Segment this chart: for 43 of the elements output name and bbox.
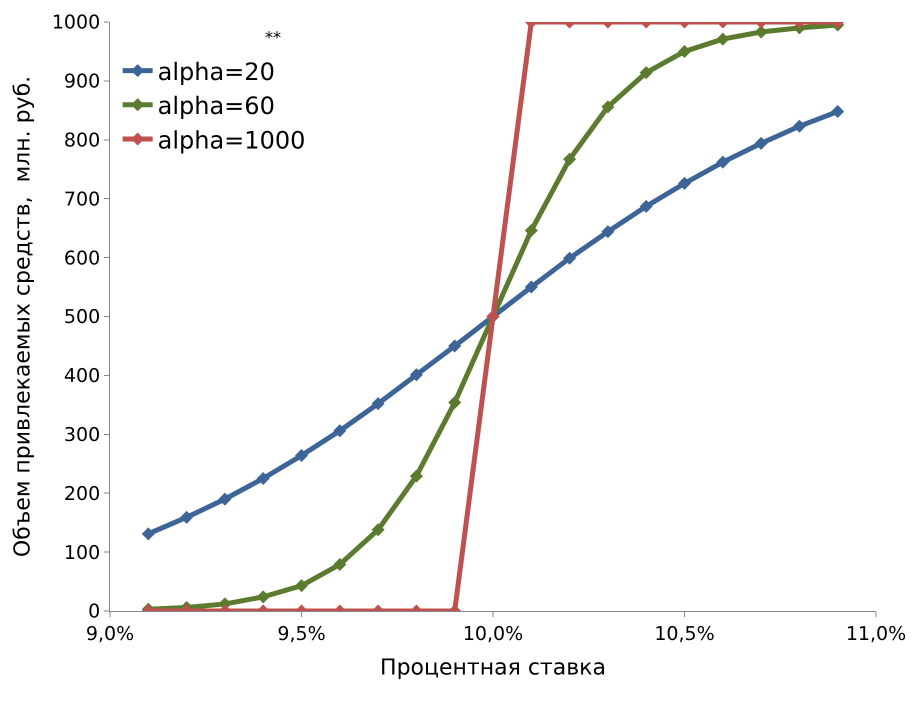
y-tick-label: 600 [64,247,100,270]
y-axis-title: Объем привлекаемых средств, млн. руб. [10,76,36,558]
point [333,424,346,438]
x-tick-label: 9,0% [86,622,134,645]
point [716,156,730,169]
point [640,66,653,80]
point [640,200,653,213]
point [524,224,538,238]
point [372,397,385,410]
point [831,105,844,118]
point [524,280,538,294]
x-tick-label: 10,0% [462,622,524,645]
point [754,136,768,150]
y-tick-label: 100 [64,542,100,564]
y-tick-label: 300 [64,424,100,446]
point [563,152,576,166]
x-axis-title: Процентная ставка [380,656,606,681]
point [792,120,806,133]
y-tick-label: 800 [64,129,100,152]
x-tick-label: 10,5% [654,622,715,645]
y-tick-label: 0 [88,600,100,623]
y-tick-label: 700 [64,188,100,210]
annotation: ** [265,28,281,47]
y-tick-label: 900 [64,70,100,93]
x-tick-label: 9,5% [277,622,326,645]
point [678,176,691,190]
point [410,368,423,382]
y-tick-label: 400 [64,365,100,388]
legend-label: alpha=20 [158,58,275,86]
legend-label: alpha=1000 [158,126,306,154]
point [563,252,576,265]
point [448,396,462,409]
point [754,26,768,39]
y-tick-label: 200 [64,482,100,505]
point [601,100,614,114]
point [678,44,691,58]
y-tick-label: 1000 [52,12,100,34]
legend-label: alpha=60 [158,92,275,120]
y-tick-label: 500 [64,306,100,328]
point [448,339,462,352]
point [716,32,730,46]
x-tick-label: 11,0% [846,622,906,645]
point [601,225,614,238]
